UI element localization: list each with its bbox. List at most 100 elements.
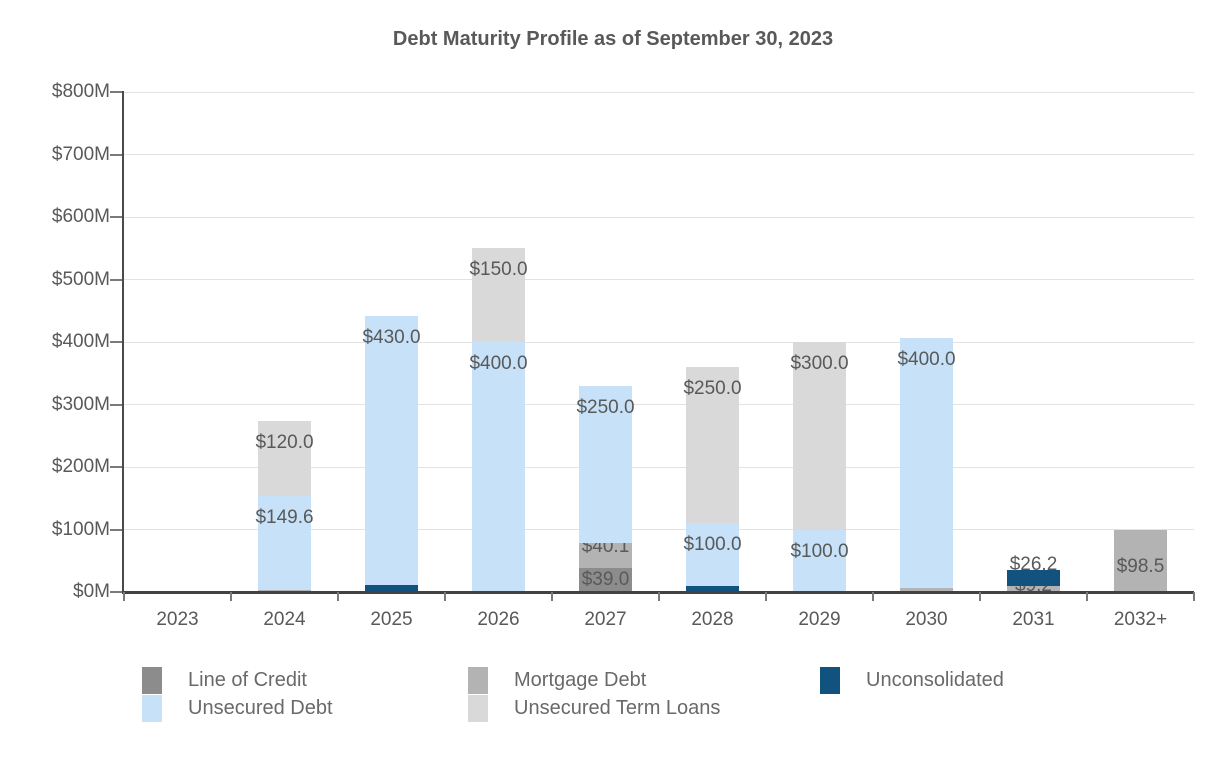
x-axis-label: 2023 — [156, 609, 199, 630]
bar-segment-label: $120.0 — [255, 432, 314, 454]
legend-item-label: Line of Credit — [188, 669, 307, 691]
x-axis-tick — [1086, 592, 1088, 601]
x-axis-label: 2026 — [477, 609, 520, 630]
y-axis-label: $700M — [51, 143, 110, 165]
bar-segment — [1007, 569, 1060, 587]
x-axis-label: 2025 — [370, 609, 413, 630]
bar-segment — [365, 316, 418, 585]
bar-segment-label: $100.0 — [683, 534, 742, 555]
bar-segment — [686, 523, 739, 586]
bar-segment — [793, 529, 846, 592]
x-axis-tick — [765, 592, 767, 601]
legend-item: Unsecured Debt — [142, 695, 482, 722]
bar-segment-label: $149.6 — [255, 507, 314, 529]
y-axis-label: $600M — [51, 206, 110, 227]
bar-segment — [258, 496, 311, 590]
legend-swatch — [142, 695, 162, 722]
x-axis-label: 2031 — [1012, 609, 1055, 630]
y-axis-label: $300M — [51, 393, 110, 415]
bar-segment — [365, 584, 418, 592]
bar-segment — [579, 386, 632, 543]
bar-segment — [900, 337, 953, 588]
bar-segment-label: $98.5 — [1116, 556, 1165, 578]
y-axis-tick — [110, 278, 122, 281]
bar-segment — [1007, 586, 1060, 592]
gridline — [124, 91, 1194, 93]
x-axis-tick — [658, 592, 660, 601]
y-axis-label: $800M — [51, 81, 110, 102]
bar-segment-label: $250.0 — [576, 397, 635, 419]
y-axis-line — [122, 91, 124, 594]
bar-segment — [579, 542, 632, 568]
x-axis-label: 2027 — [584, 609, 627, 630]
bar-segment-label: $39.0 — [581, 568, 630, 590]
y-axis-label: $0M — [73, 581, 110, 602]
gridline — [124, 466, 1194, 468]
bar-segment — [472, 342, 525, 592]
x-axis-label: 2030 — [905, 609, 948, 630]
y-axis-tick — [110, 528, 122, 531]
legend-swatch — [820, 667, 840, 694]
x-axis-label: 2024 — [263, 609, 306, 630]
y-axis-label: $500M — [51, 268, 110, 290]
bar-segment — [579, 567, 632, 592]
bar-segment — [472, 248, 525, 342]
bar-segment — [686, 366, 739, 523]
gridline — [124, 279, 1194, 280]
legend-item-label: Unsecured Debt — [188, 697, 333, 719]
x-axis-label: 2032+ — [1113, 609, 1168, 630]
legend-item: Unsecured Term Loans — [468, 695, 808, 722]
legend-item: Mortgage Debt — [468, 667, 808, 694]
bar-segment — [258, 589, 311, 592]
bar-segment — [686, 585, 739, 592]
gridline — [124, 404, 1194, 405]
legend-swatch — [142, 667, 162, 694]
y-axis-tick — [110, 466, 122, 468]
legend-item-label: Unsecured Term Loans — [514, 697, 721, 719]
bar-segment-label: $100.0 — [790, 540, 849, 562]
y-axis-tick — [110, 216, 122, 218]
bar-segment — [900, 587, 953, 592]
bar-segment-label: $400.0 — [469, 353, 528, 374]
x-axis-tick — [444, 592, 446, 601]
bar-segment-label: $430.0 — [362, 327, 421, 349]
bar-segment — [793, 342, 846, 530]
gridline — [124, 341, 1194, 343]
x-axis-tick — [872, 592, 874, 601]
x-axis-tick — [1193, 592, 1195, 601]
bar-segment-label: $150.0 — [469, 259, 528, 281]
y-axis-tick — [110, 91, 122, 93]
x-axis-tick — [979, 592, 981, 601]
gridline — [124, 216, 1194, 218]
bar-segment-label: $400.0 — [897, 348, 956, 370]
y-axis-tick — [110, 591, 122, 593]
y-axis-tick — [110, 153, 122, 156]
bar-segment-label: $250.0 — [683, 377, 742, 399]
gridline — [124, 529, 1194, 530]
legend-item: Unconsolidated — [820, 667, 1160, 694]
gridline — [124, 154, 1194, 155]
legend-item: Line of Credit — [142, 667, 482, 694]
x-axis-label: 2028 — [691, 609, 734, 630]
y-axis-tick — [110, 403, 122, 406]
y-axis-tick — [110, 341, 122, 343]
legend-swatch — [468, 695, 488, 722]
y-axis-label: $400M — [51, 331, 110, 352]
y-axis-label: $200M — [51, 456, 110, 477]
x-axis-tick — [337, 592, 339, 601]
bar-segment — [1114, 530, 1167, 592]
x-axis-label: 2029 — [798, 609, 841, 630]
chart-title: Debt Maturity Profile as of September 30… — [392, 28, 834, 50]
legend-swatch — [468, 667, 488, 694]
legend-item-label: Unconsolidated — [866, 669, 1004, 691]
x-axis-tick — [230, 592, 232, 601]
bar-segment-label: $300.0 — [790, 353, 849, 374]
bar-segment-label: $26.2 — [1009, 554, 1058, 576]
x-axis-tick — [551, 592, 553, 601]
x-axis-tick — [123, 592, 125, 601]
y-axis-label: $100M — [51, 518, 110, 540]
bar-segment — [258, 421, 311, 497]
